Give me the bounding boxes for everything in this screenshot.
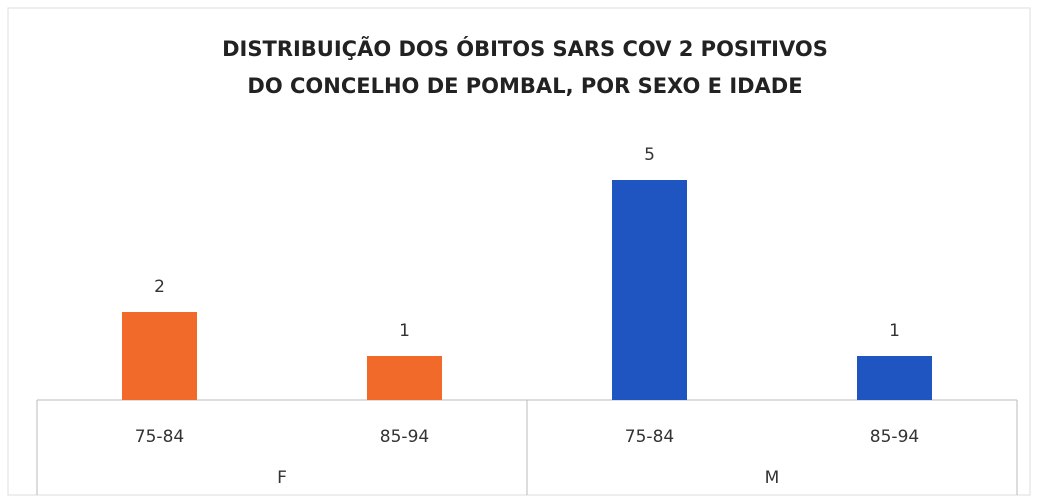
data-label: 1 xyxy=(399,321,410,341)
x-tick-label: 85-94 xyxy=(870,427,919,447)
x-tick-label: 85-94 xyxy=(380,427,429,447)
chart-title: DO CONCELHO DE POMBAL, POR SEXO E IDADE xyxy=(247,74,802,98)
group-label: F xyxy=(277,468,287,488)
bar xyxy=(367,356,442,400)
x-tick-label: 75-84 xyxy=(625,427,674,447)
bar xyxy=(122,312,197,400)
data-label: 2 xyxy=(154,277,165,297)
bar xyxy=(857,356,932,400)
data-label: 1 xyxy=(889,321,900,341)
x-tick-label: 75-84 xyxy=(135,427,184,447)
chart-frame xyxy=(7,7,1031,496)
chart-title: DISTRIBUIÇÃO DOS ÓBITOS SARS COV 2 POSIT… xyxy=(222,36,828,61)
bar xyxy=(612,180,687,400)
group-label: M xyxy=(765,468,780,488)
data-label: 5 xyxy=(644,145,655,165)
